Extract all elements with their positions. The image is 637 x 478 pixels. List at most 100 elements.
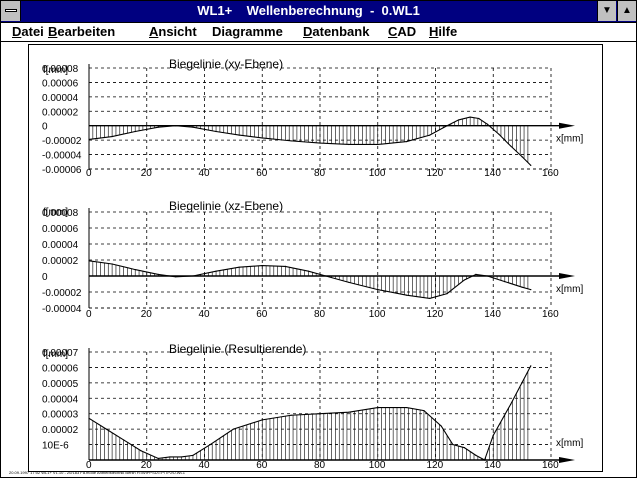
chart2-y-tick-label: 0.00004 — [42, 240, 79, 251]
chart3-data-point — [492, 434, 494, 436]
chart3-data-point — [319, 413, 321, 415]
menu-hilfe[interactable]: Hilfe — [429, 24, 458, 39]
chart1-x-tick-label: 0 — [86, 168, 92, 179]
chart3-data-point — [169, 456, 171, 458]
chart3-data-point — [440, 425, 442, 427]
menu-datenbank[interactable]: Datenbank — [303, 24, 370, 39]
chart2-x-axis-arrow — [559, 273, 575, 279]
chart3-data-point — [406, 406, 408, 409]
chart1-data-point — [215, 130, 217, 133]
chart2-data-point — [504, 281, 506, 283]
chart2-data-point — [463, 279, 465, 281]
chart3-title: Biegelinie (Resultierende) — [169, 342, 306, 356]
window-title: WL1+ Wellenberechnung - 0.WL1 — [197, 3, 420, 18]
chart2-data-point — [307, 270, 310, 272]
chart1-y-tick-label: -0.00004 — [42, 151, 82, 162]
chart1-x-tick-label: 100 — [369, 168, 386, 179]
chart3-y-tick-label: 0.00006 — [42, 363, 79, 374]
chart3-data-point — [192, 454, 194, 456]
chart2-y-tick-label: 0.00002 — [42, 256, 79, 267]
chart1-data-point — [429, 134, 431, 136]
chart2-x-tick-label: 0 — [86, 309, 92, 320]
chart1-y-tick-label: -0.00002 — [42, 136, 82, 147]
chart1-x-tick-label: 160 — [542, 168, 559, 179]
chart1-data-point — [406, 140, 408, 143]
chart3-x-tick-label: 160 — [542, 460, 559, 471]
footer-text: 20.09.1997 17:02 WL1+ V1.10 - 20/183 Fa.… — [9, 470, 185, 475]
chart1-data-point — [498, 133, 500, 135]
chart3-data-point — [483, 459, 486, 461]
menu-bar: Datei Bearbeiten Ansicht Diagramme Datenbank… — [1, 23, 636, 42]
menu-cad[interactable]: CAD — [388, 24, 417, 39]
chart1-data-point — [446, 125, 448, 127]
chart1-data-point — [88, 138, 90, 141]
chart3-data-point — [157, 457, 159, 460]
chart2-data-point — [521, 286, 523, 288]
chart1-data-point — [348, 143, 350, 146]
chart2-data-point — [238, 266, 240, 268]
chart1-x-tick-label: 120 — [427, 168, 444, 179]
chart3-x-tick-label: 0 — [86, 460, 92, 471]
chart3-data-point — [348, 411, 350, 413]
menu-datei[interactable]: Datei — [12, 24, 44, 39]
chart1-y-axis-label: f[mm] — [43, 65, 68, 76]
chart3-data-point — [475, 454, 477, 456]
chart2-title: Biegelinie (xz-Ebene) — [169, 199, 283, 213]
chart3-data-point — [463, 447, 465, 449]
chart1-y-tick-label: 0.00008 — [42, 64, 79, 75]
chart2-data-point — [348, 281, 350, 283]
maximize-button[interactable]: ▲ — [617, 1, 636, 21]
chart2-data-point — [446, 293, 448, 295]
chart1-data-point — [157, 126, 159, 128]
chart1-x-axis-label: x[mm] — [556, 134, 583, 145]
minimize-button[interactable]: ▼ — [597, 1, 616, 21]
chart3-data-point — [290, 414, 292, 416]
chart1-data-point — [377, 143, 379, 146]
title-bar[interactable]: WL1+ Wellenberechnung - 0.WL1 ▼ ▲ — [1, 1, 636, 23]
chart2-data-point — [475, 273, 477, 275]
menu-ansicht[interactable]: Ansicht — [149, 24, 197, 39]
chart3-x-tick-label: 20 — [141, 460, 153, 471]
chart1-data-point — [175, 125, 177, 127]
chart3-x-tick-label: 60 — [256, 460, 268, 471]
charts-canvas: Biegelinie (xy-Ebene)f[mm]0.000080.00006… — [42, 57, 583, 471]
chart3-y-tick-label: 0.00002 — [42, 425, 79, 436]
chart2-data-point — [377, 289, 379, 291]
chart1-data-point — [238, 134, 240, 136]
chart-sheet: Biegelinie (xy-Ebene) f[mm] 0.00008 0.00006… — [28, 44, 603, 472]
menu-bearbeiten[interactable]: Bearbeiten — [48, 24, 116, 39]
menu-diagramme[interactable]: Diagramme — [212, 24, 283, 39]
chart3-x-tick-label: 100 — [369, 460, 386, 471]
chart3-data-point — [140, 450, 142, 452]
chart3-y-tick-label: 0.00005 — [42, 379, 79, 390]
chart3-data-point — [509, 403, 512, 406]
chart3-data-point — [377, 406, 379, 409]
chart1-data-point — [530, 164, 532, 166]
chart3-data-point — [232, 428, 234, 430]
chart3-y-tick-label: 0.00004 — [42, 394, 79, 405]
chart2-y-tick-label: 0.00006 — [42, 224, 79, 235]
chart3-y-tick-label: 0.00007 — [42, 348, 79, 359]
chart3-data-point — [105, 428, 107, 430]
system-menu-button[interactable] — [1, 1, 21, 21]
chart1-y-tick-label: 0.00004 — [42, 93, 79, 104]
chart1-x-tick-label: 80 — [314, 168, 326, 179]
chart2-x-tick-label: 120 — [427, 309, 444, 320]
chart3-x-tick-label: 120 — [427, 460, 444, 471]
chart2-y-tick-label: 0.00008 — [42, 208, 79, 219]
chart3-data-point — [180, 456, 182, 458]
chart1-x-tick-label: 60 — [256, 168, 268, 179]
chart1-data-point — [469, 116, 471, 118]
chart2-data-point — [215, 270, 217, 272]
chart2-x-tick-label: 140 — [484, 309, 501, 320]
chart1-x-tick-label: 140 — [484, 168, 501, 179]
chart1-data-point — [509, 145, 512, 147]
chart1-data-point — [192, 126, 194, 128]
chart2-data-point — [530, 289, 532, 291]
chart2-data-point — [157, 273, 159, 275]
chart2-data-point — [134, 269, 136, 271]
chart2-x-axis-label: x[mm] — [556, 284, 583, 295]
chart1-title: Biegelinie (xy-Ebene) — [169, 57, 283, 71]
chart3-data-point — [123, 439, 125, 441]
